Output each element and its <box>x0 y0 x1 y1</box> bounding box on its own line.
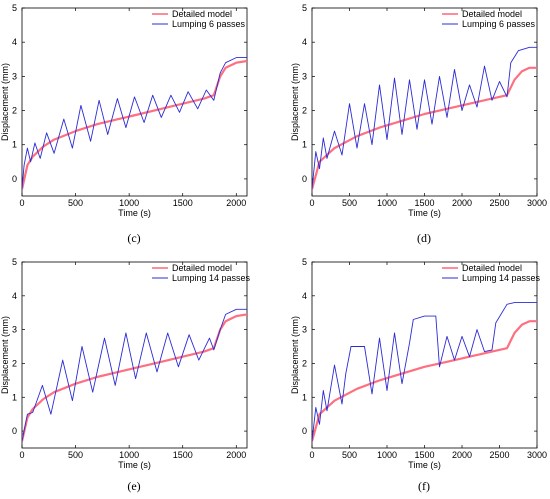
series-detailed-model <box>312 66 537 190</box>
y-tick-label: 5 <box>302 3 307 13</box>
y-axis-label: Displacement (mm) <box>290 316 300 394</box>
x-tick-label: 1500 <box>173 198 193 208</box>
y-tick-label: 5 <box>302 257 307 267</box>
x-tick-label: 500 <box>68 198 83 208</box>
plot-frame <box>311 261 538 449</box>
series-lumping <box>312 302 537 442</box>
x-tick-label: 1000 <box>119 450 139 460</box>
legend-entry: Detailed model <box>462 263 522 273</box>
x-tick-label: 1000 <box>377 450 397 460</box>
x-tick-label: 1500 <box>414 450 434 460</box>
series-detailed-model <box>22 59 247 190</box>
y-tick-label: 2 <box>302 358 307 368</box>
y-tick-label: 3 <box>12 325 17 335</box>
panel-caption: (f) <box>418 479 430 493</box>
x-axis-label: Time (s) <box>408 208 441 218</box>
panel-caption: (c) <box>127 231 140 245</box>
x-tick-label: 500 <box>342 198 357 208</box>
x-tick-label: 3000 <box>527 450 547 460</box>
y-tick-label: 0 <box>302 426 307 436</box>
series-lumping <box>312 46 537 190</box>
plot-frame <box>311 7 538 197</box>
x-axis-label: Time (s) <box>118 208 151 218</box>
plot-frame <box>21 7 248 197</box>
panel-caption: (d) <box>417 231 431 245</box>
x-tick-label: 0 <box>19 450 24 460</box>
x-tick-label: 1000 <box>119 198 139 208</box>
chart-panel: 0 500 1000 1500 2000 0 1 2 3 4 5 Time (s) Displaceme… <box>0 3 248 245</box>
y-tick-label: 1 <box>12 140 17 150</box>
y-tick-label: 4 <box>12 37 17 47</box>
y-tick-label: 1 <box>302 140 307 150</box>
x-tick-label: 2000 <box>452 198 472 208</box>
legend-entry: Lumping 14 passes <box>462 273 541 283</box>
x-tick-label: 3000 <box>527 198 547 208</box>
x-tick-label: 500 <box>68 450 83 460</box>
y-tick-label: 2 <box>12 358 17 368</box>
y-tick-label: 2 <box>12 106 17 116</box>
chart-panel: 0 500 1000 1500 2000 0 1 2 3 4 5 Time (s) Displaceme… <box>0 257 251 493</box>
legend-entry: Lumping 6 passes <box>462 19 536 29</box>
y-tick-label: 2 <box>302 106 307 116</box>
y-tick-label: 3 <box>12 71 17 81</box>
y-tick-label: 0 <box>12 426 17 436</box>
chart-panel: 0 500 1000 1500 2000 2500 3000 0 1 2 3 4 5 Time (s) Di… <box>290 257 547 493</box>
x-tick-label: 2000 <box>226 198 246 208</box>
series-lumping <box>22 57 247 190</box>
x-tick-label: 1500 <box>414 198 434 208</box>
legend-entry: Lumping 6 passes <box>172 19 246 29</box>
chart-panel: 0 500 1000 1500 2000 2500 3000 0 1 2 3 4 5 Time (s) Di… <box>290 3 547 245</box>
y-tick-label: 3 <box>302 71 307 81</box>
legend-entry: Detailed model <box>462 9 522 19</box>
series-detailed-model <box>22 313 247 442</box>
x-tick-label: 0 <box>309 450 314 460</box>
x-axis-label: Time (s) <box>408 460 441 470</box>
y-axis-label: Displacement (mm) <box>290 63 300 141</box>
y-tick-label: 0 <box>12 174 17 184</box>
series-lumping <box>22 308 247 442</box>
y-axis-label: Displacement (mm) <box>0 316 10 394</box>
plot-frame <box>21 261 248 449</box>
y-tick-label: 5 <box>12 3 17 13</box>
legend-entry: Lumping 14 passes <box>172 273 251 283</box>
legend-entry: Detailed model <box>172 263 232 273</box>
y-tick-label: 4 <box>12 291 17 301</box>
x-axis-label: Time (s) <box>118 460 151 470</box>
x-tick-label: 500 <box>342 450 357 460</box>
y-tick-label: 3 <box>302 325 307 335</box>
x-tick-label: 2000 <box>226 450 246 460</box>
x-tick-label: 0 <box>19 198 24 208</box>
y-tick-label: 5 <box>12 257 17 267</box>
x-tick-label: 2500 <box>489 450 509 460</box>
legend-entry: Detailed model <box>172 9 232 19</box>
x-tick-label: 0 <box>309 198 314 208</box>
panel-caption: (e) <box>127 479 140 493</box>
y-tick-label: 4 <box>302 291 307 301</box>
y-tick-label: 0 <box>302 174 307 184</box>
y-tick-label: 1 <box>12 392 17 402</box>
y-tick-label: 1 <box>302 392 307 402</box>
y-tick-label: 4 <box>302 37 307 47</box>
x-tick-label: 2000 <box>452 450 472 460</box>
x-tick-label: 2500 <box>489 198 509 208</box>
x-tick-label: 1000 <box>377 198 397 208</box>
y-axis-label: Displacement (mm) <box>0 63 10 141</box>
series-detailed-model <box>312 320 537 442</box>
x-tick-label: 1500 <box>173 450 193 460</box>
